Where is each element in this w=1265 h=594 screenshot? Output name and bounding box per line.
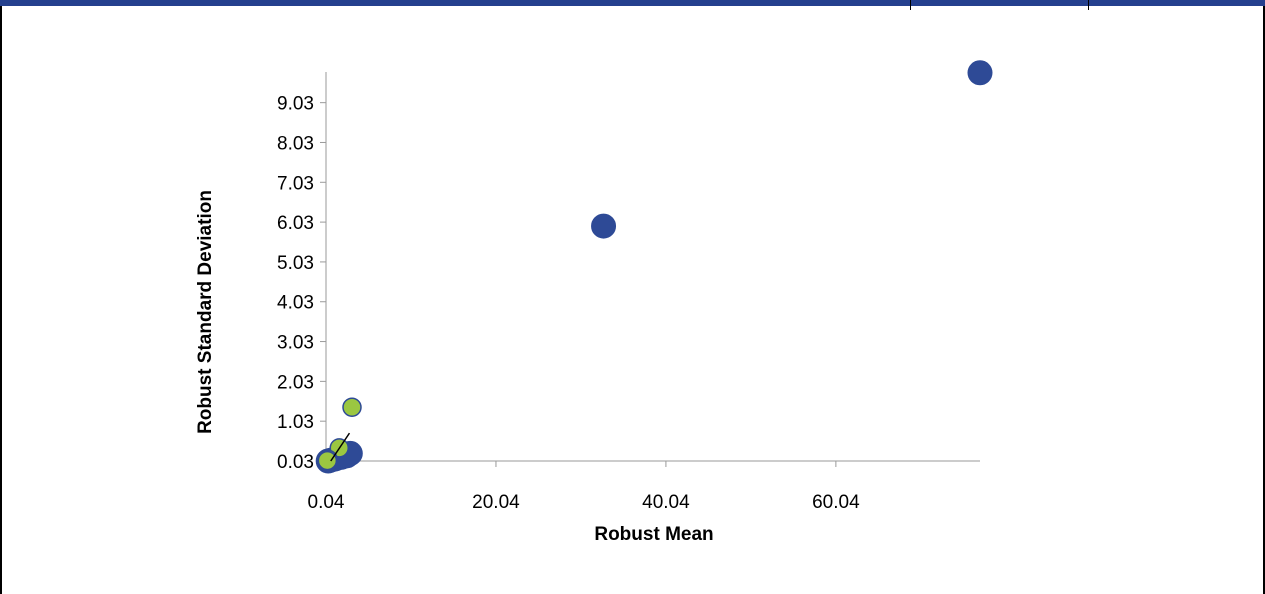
x-tick-label: 20.04 <box>472 492 520 513</box>
top-accent-bar <box>0 0 1265 6</box>
y-tick-label: 6.03 <box>277 213 314 234</box>
y-tick-label: 2.03 <box>277 372 314 393</box>
x-axis-ticks: 0.04 20.04 40.04 60.04 <box>308 461 860 513</box>
data-point-green <box>317 450 338 471</box>
frame-left-border <box>0 6 2 594</box>
y-tick-label: 3.03 <box>277 333 314 354</box>
x-axis-title: Robust Mean <box>594 524 713 545</box>
y-axis-ticks: 0.03 1.03 2.03 3.03 4.03 5.03 6.03 7.03 8.03 9.03 <box>277 94 326 473</box>
y-tick-label: 5.03 <box>277 253 314 274</box>
x-tick-label: 40.04 <box>642 492 690 513</box>
y-tick-label: 7.03 <box>277 173 314 194</box>
x-tick-label: 60.04 <box>812 492 860 513</box>
data-point-blue <box>967 60 993 86</box>
data-points <box>315 60 993 474</box>
y-tick-label: 1.03 <box>277 412 314 433</box>
data-point-blue <box>591 213 617 239</box>
y-tick-label: 0.03 <box>277 452 314 473</box>
tab-divider-2 <box>1088 0 1089 10</box>
data-point-green <box>342 397 362 417</box>
y-tick-label: 8.03 <box>277 133 314 154</box>
x-tick-label: 0.04 <box>308 492 345 513</box>
y-axis-title: Robust Standard Deviation <box>195 190 216 434</box>
y-tick-label: 4.03 <box>277 293 314 314</box>
tab-divider-1 <box>910 0 911 10</box>
frame-right-border <box>1263 6 1265 594</box>
trend-line <box>330 432 351 462</box>
y-tick-label: 9.03 <box>277 94 314 115</box>
